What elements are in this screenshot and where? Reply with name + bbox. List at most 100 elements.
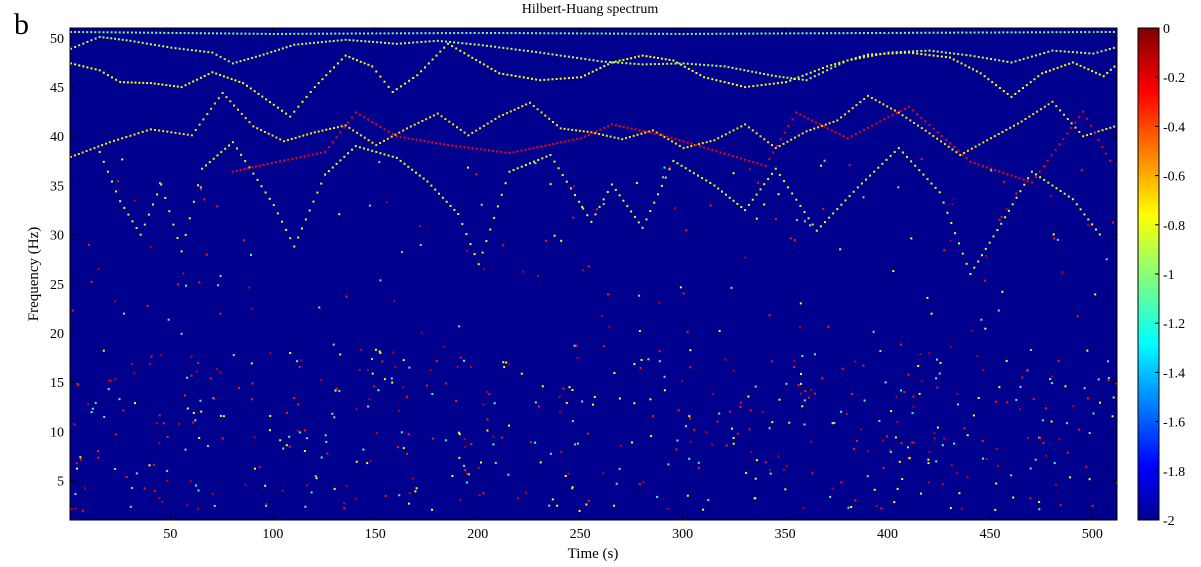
ridge-point bbox=[836, 208, 839, 211]
scatter-point bbox=[407, 433, 410, 436]
scatter-point bbox=[894, 436, 897, 439]
ridge-point bbox=[778, 145, 781, 147]
scatter-point bbox=[872, 330, 875, 333]
ridge-point bbox=[646, 130, 649, 133]
ridge-point bbox=[553, 160, 556, 163]
ridge-point bbox=[141, 41, 144, 44]
ridge-point bbox=[1047, 181, 1050, 184]
ridge-point bbox=[901, 114, 904, 117]
ridge-point bbox=[465, 233, 468, 236]
scatter-point bbox=[831, 487, 834, 490]
ridge-point bbox=[957, 149, 960, 152]
ridge-point bbox=[778, 75, 781, 78]
ridge-point bbox=[672, 59, 675, 62]
scatter-point bbox=[885, 435, 888, 438]
ridge-point bbox=[188, 82, 191, 85]
scatter-point bbox=[930, 312, 933, 315]
scatter-point bbox=[408, 366, 411, 369]
ridge-point bbox=[551, 78, 554, 81]
ridge-point bbox=[547, 78, 550, 81]
ridge-point bbox=[1014, 31, 1017, 34]
ridge-point bbox=[438, 192, 440, 195]
ridge-point bbox=[221, 92, 224, 94]
scatter-point bbox=[854, 499, 857, 502]
ridge-point bbox=[195, 49, 197, 52]
ridge-point bbox=[78, 31, 81, 33]
ridge-point bbox=[572, 76, 574, 79]
ridge-point bbox=[567, 128, 570, 131]
ridge-point bbox=[739, 68, 742, 71]
scatter-point bbox=[366, 462, 369, 465]
ridge-point bbox=[187, 32, 190, 35]
scatter-point bbox=[332, 343, 335, 346]
ridge-point bbox=[629, 62, 632, 65]
ridge-point bbox=[485, 44, 488, 47]
ridge-point bbox=[830, 64, 833, 67]
scatter-point bbox=[159, 182, 161, 185]
ridge-point bbox=[625, 137, 627, 140]
ridge-point bbox=[878, 101, 881, 104]
scatter-point bbox=[134, 402, 136, 405]
ridge-point bbox=[428, 40, 431, 43]
scatter-point bbox=[242, 239, 245, 242]
ridge-point bbox=[1033, 78, 1036, 81]
ridge-point bbox=[387, 85, 390, 88]
scatter-point bbox=[369, 459, 372, 462]
ridge-point bbox=[167, 31, 170, 34]
scatter-point bbox=[289, 352, 292, 354]
ridge-point bbox=[670, 136, 673, 139]
ridge-point bbox=[978, 143, 981, 146]
scatter-point bbox=[419, 224, 422, 227]
ridge-point bbox=[346, 32, 349, 35]
ridge-point bbox=[111, 76, 113, 79]
ridge-point bbox=[801, 74, 804, 77]
ridge-point bbox=[756, 32, 759, 35]
ridge-point bbox=[882, 103, 885, 106]
ridge-point bbox=[1030, 55, 1033, 58]
scatter-point bbox=[755, 459, 758, 462]
ridge-point bbox=[871, 124, 874, 127]
ridge-point bbox=[768, 158, 771, 161]
scatter-point bbox=[394, 366, 397, 369]
scatter-point bbox=[217, 284, 220, 287]
ridge-point bbox=[1013, 124, 1015, 127]
ridge-point bbox=[242, 82, 245, 85]
ridge-point bbox=[117, 38, 120, 41]
ridge-point bbox=[375, 123, 378, 126]
ridge-point bbox=[781, 32, 783, 35]
ridge-point bbox=[139, 31, 141, 34]
ridge-point bbox=[564, 140, 567, 143]
ridge-point bbox=[1030, 181, 1033, 184]
ridge-point bbox=[755, 193, 758, 196]
scatter-point bbox=[152, 463, 155, 466]
scatter-point bbox=[466, 249, 468, 252]
ridge-point bbox=[1096, 51, 1099, 54]
scatter-point bbox=[755, 217, 758, 220]
scatter-point bbox=[133, 199, 136, 202]
colorbar-tick-label: -1.6 bbox=[1163, 416, 1185, 431]
ridge-point bbox=[211, 71, 214, 74]
scatter-point bbox=[917, 365, 920, 367]
ridge-point bbox=[321, 129, 324, 132]
scatter-point bbox=[686, 330, 689, 333]
scatter-point bbox=[748, 428, 751, 431]
ridge-point bbox=[617, 137, 620, 140]
scatter-point bbox=[97, 450, 99, 453]
scatter-point bbox=[467, 473, 470, 476]
ridge-point bbox=[744, 209, 747, 212]
ridge-point bbox=[724, 133, 727, 136]
ridge-point bbox=[613, 136, 616, 139]
scatter-point bbox=[73, 423, 76, 426]
scatter-point bbox=[771, 421, 774, 424]
ridge-point bbox=[649, 210, 652, 212]
ridge-point bbox=[490, 32, 492, 34]
ridge-point bbox=[171, 31, 174, 34]
scatter-point bbox=[803, 399, 806, 402]
ridge-point bbox=[262, 53, 265, 56]
colorbar-tick-label: -1.2 bbox=[1163, 317, 1185, 332]
ridge-point bbox=[790, 77, 793, 80]
ridge-point bbox=[699, 63, 701, 66]
ridge-point bbox=[236, 147, 238, 150]
ridge-point bbox=[490, 45, 492, 48]
scatter-point bbox=[911, 412, 914, 415]
